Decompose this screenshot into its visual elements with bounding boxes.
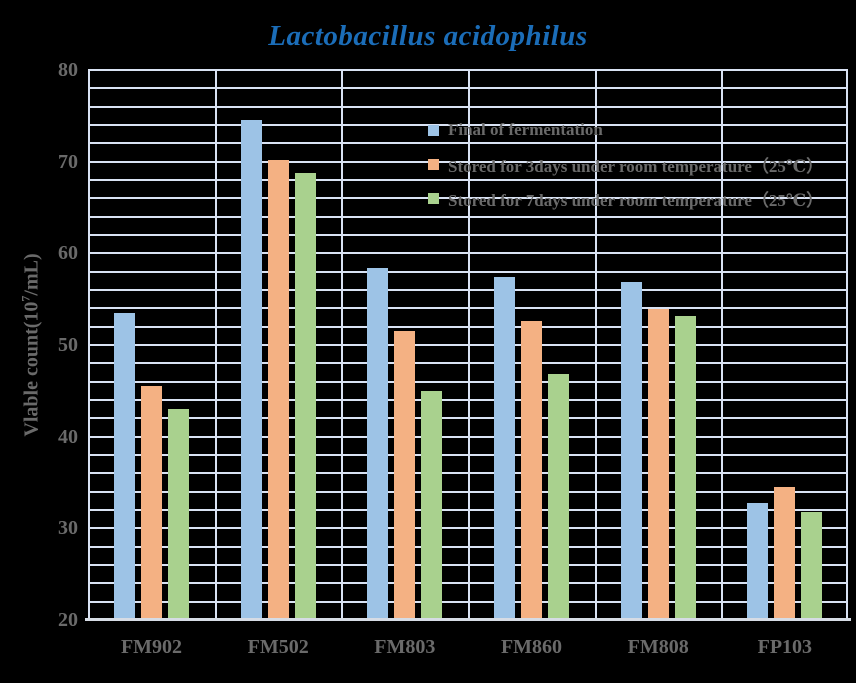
bar-FP103-series-1 (774, 487, 796, 620)
legend-label: Final of fermentation (448, 120, 603, 139)
legend-item-final-of-fermentation: Final of fermentation (428, 119, 823, 141)
bar-FM502-series-1 (267, 159, 289, 620)
bar-FP103-series-2 (801, 511, 823, 620)
bar-FP103-series-0 (747, 502, 769, 620)
y-tick-label: 50 (58, 334, 78, 356)
bar-FM808-series-1 (647, 309, 669, 620)
bar-FM808-series-0 (620, 281, 642, 620)
y-tick-label: 30 (58, 517, 78, 540)
legend-swatch-icon (428, 124, 439, 136)
plot-area (85, 69, 851, 621)
bar-FM902-series-0 (113, 312, 135, 620)
chart-title: Lactobacillus acidophilus (268, 20, 588, 52)
x-category-label-FM808: FM808 (627, 636, 689, 658)
bar-FM803-series-0 (367, 268, 389, 620)
legend-item-stored-7days: Stored for 7days under room temperature（… (428, 187, 824, 210)
legend-item-stored-3days: Stored for 3days under room temperature（… (428, 153, 824, 176)
vertical-gridline (468, 70, 470, 620)
y-tick-label: 70 (58, 150, 78, 173)
y-tick-label: 80 (58, 59, 78, 81)
vertical-gridline (88, 70, 90, 620)
x-category-label-FM860: FM860 (500, 636, 563, 658)
bar-FM502-series-0 (240, 119, 262, 620)
vertical-gridline (721, 70, 723, 620)
x-category-label-FM803: FM803 (374, 636, 436, 658)
x-category-label-FM502: FM502 (247, 636, 309, 658)
legend-label: Stored for 3days under room temperature（… (448, 156, 824, 176)
x-category-label-FP103: FP103 (757, 636, 813, 658)
x-category-label-FM902: FM902 (120, 636, 183, 658)
y-tick-label: 60 (58, 242, 78, 265)
bar-FM808-series-2 (674, 315, 696, 620)
y-axis-title-exponent: 7 (18, 295, 33, 302)
bar-FM860-series-0 (493, 277, 515, 620)
legend: Final of fermentation Stored for 3days u… (428, 119, 823, 221)
y-axis-title-text: Vlable count(10 (20, 301, 43, 437)
legend-swatch-icon (428, 158, 439, 170)
y-tick-label: 20 (58, 609, 78, 631)
legend-swatch-icon (428, 192, 439, 204)
legend-label: Stored for 7days under room temperature（… (448, 190, 824, 210)
y-tick-label: 40 (58, 425, 78, 448)
bar-FM860-series-1 (520, 321, 542, 620)
vertical-gridline (595, 70, 597, 620)
bar-FM502-series-2 (294, 172, 316, 620)
bar-FM803-series-1 (394, 331, 416, 620)
vertical-gridline (846, 70, 848, 620)
bar-FM902-series-1 (140, 386, 162, 620)
bar-FM803-series-2 (421, 390, 443, 620)
vertical-gridline (215, 70, 217, 620)
x-axis-line (85, 618, 851, 621)
vertical-gridline (341, 70, 343, 620)
bar-FM860-series-2 (547, 374, 569, 620)
bar-FM902-series-2 (167, 409, 189, 620)
